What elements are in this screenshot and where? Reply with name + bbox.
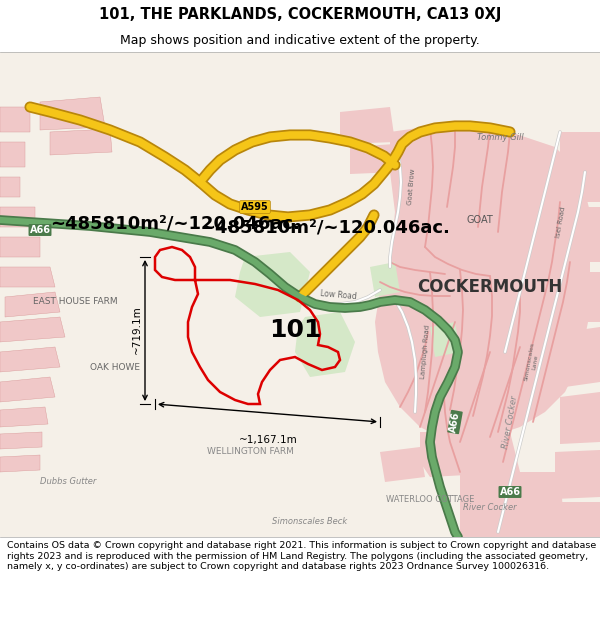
- Polygon shape: [340, 107, 395, 144]
- Polygon shape: [0, 377, 55, 402]
- Polygon shape: [0, 317, 65, 342]
- Polygon shape: [0, 407, 48, 427]
- Polygon shape: [550, 502, 600, 537]
- Polygon shape: [430, 322, 460, 357]
- Text: GOAT: GOAT: [467, 215, 493, 225]
- Text: River Cocker: River Cocker: [501, 395, 519, 449]
- Polygon shape: [565, 327, 600, 387]
- Polygon shape: [570, 207, 600, 262]
- Polygon shape: [460, 472, 565, 537]
- Polygon shape: [295, 312, 355, 377]
- Text: Map shows position and indicative extent of the property.: Map shows position and indicative extent…: [120, 34, 480, 47]
- Text: ~719.1m: ~719.1m: [132, 306, 142, 354]
- Text: Goat Brow: Goat Brow: [407, 169, 416, 206]
- Polygon shape: [350, 144, 398, 174]
- Text: WATERLOO COTTAGE: WATERLOO COTTAGE: [386, 496, 474, 504]
- Polygon shape: [555, 450, 600, 499]
- Text: Dubbs Gutter: Dubbs Gutter: [40, 478, 97, 486]
- Polygon shape: [560, 392, 600, 444]
- Polygon shape: [380, 447, 425, 482]
- Text: COCKERMOUTH: COCKERMOUTH: [418, 278, 563, 296]
- Polygon shape: [0, 455, 40, 472]
- Text: A66: A66: [29, 225, 50, 235]
- Text: Simonscales
Lane: Simonscales Lane: [523, 342, 541, 382]
- Text: ~485810m²/~120.046ac.: ~485810m²/~120.046ac.: [200, 218, 450, 236]
- Polygon shape: [0, 107, 30, 132]
- Text: 101, THE PARKLANDS, COCKERMOUTH, CA13 0XJ: 101, THE PARKLANDS, COCKERMOUTH, CA13 0X…: [99, 7, 501, 22]
- Polygon shape: [370, 262, 400, 297]
- Polygon shape: [575, 272, 600, 322]
- Polygon shape: [560, 132, 600, 202]
- Text: Low Road: Low Road: [319, 289, 356, 301]
- Text: A66: A66: [448, 411, 462, 433]
- Text: ~485810m²/~120.046ac.: ~485810m²/~120.046ac.: [50, 215, 300, 233]
- Polygon shape: [0, 177, 20, 197]
- Text: WELLINGTON FARM: WELLINGTON FARM: [206, 448, 293, 456]
- Polygon shape: [0, 347, 60, 372]
- Text: Tommy Gill: Tommy Gill: [476, 132, 523, 141]
- Polygon shape: [235, 252, 310, 317]
- Polygon shape: [40, 97, 105, 130]
- Text: Simonscales Beck: Simonscales Beck: [272, 518, 347, 526]
- Polygon shape: [375, 122, 590, 442]
- Polygon shape: [0, 267, 55, 287]
- Text: River Cocker: River Cocker: [463, 503, 517, 511]
- Text: 101: 101: [269, 318, 321, 342]
- Polygon shape: [5, 292, 60, 317]
- Text: ~1,167.1m: ~1,167.1m: [239, 435, 298, 445]
- Text: Lamplugh Road: Lamplugh Road: [420, 325, 431, 379]
- Text: Isel Road: Isel Road: [555, 206, 566, 238]
- Polygon shape: [420, 432, 520, 477]
- Text: OAK HOWE: OAK HOWE: [90, 362, 140, 371]
- Text: A66: A66: [499, 487, 521, 497]
- Text: A595: A595: [241, 202, 269, 212]
- Polygon shape: [0, 432, 42, 449]
- Polygon shape: [0, 207, 35, 227]
- Text: EAST HOUSE FARM: EAST HOUSE FARM: [32, 298, 118, 306]
- Polygon shape: [0, 142, 25, 167]
- Polygon shape: [0, 237, 40, 257]
- Text: Contains OS data © Crown copyright and database right 2021. This information is : Contains OS data © Crown copyright and d…: [7, 541, 596, 571]
- Polygon shape: [50, 129, 112, 155]
